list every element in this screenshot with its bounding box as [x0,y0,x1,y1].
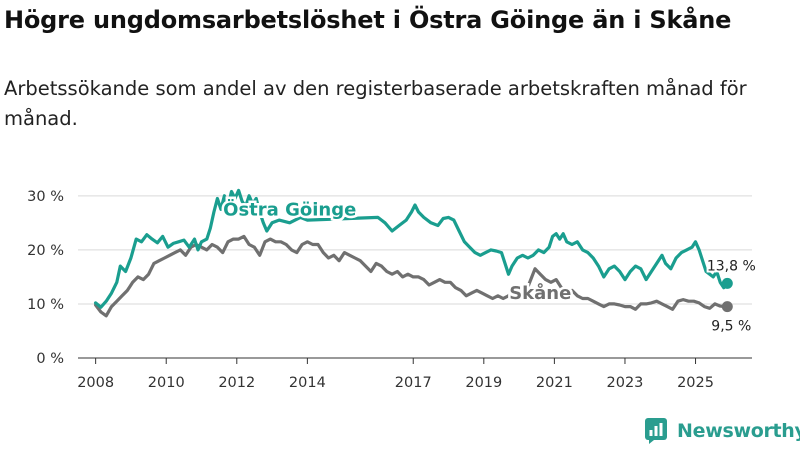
series-end-point [721,301,733,313]
x-tick-label: 2010 [148,375,185,391]
x-tick-label: 2008 [77,375,114,391]
series-label: Östra Göinge [223,198,356,220]
newsworthy-logo-icon [645,418,667,444]
y-tick-label: 10 % [27,297,64,313]
x-tick-label: 2023 [607,375,644,391]
series-label: Skåne [509,282,571,304]
series-line-skåne [94,234,729,318]
series-labels: Östra Göinge Skåne 13,8 % 9,5 % [221,196,758,337]
x-tick-label: 2019 [465,375,502,391]
brand-logo: Newsworthy [645,418,800,444]
chart-subtitle: Arbetssökande som andel av den registerb… [4,77,747,130]
x-tick-label: 2012 [218,375,255,391]
end-value-label: 9,5 % [711,319,751,335]
series-end-point [721,277,733,289]
y-tick-label: 0 % [36,351,64,367]
y-tick-label: 30 % [27,189,64,205]
y-tick-label: 20 % [27,243,64,259]
chart-title: Högre ungdomsarbetslöshet i Östra Göinge… [4,6,732,34]
x-tick-label: 2017 [395,375,432,391]
series-line-östra-göinge [94,188,729,309]
x-axis: 2008 2010 2012 2014 2017 2019 2021 2023 2025 [77,357,752,391]
series-lines [94,188,733,318]
x-tick-label: 2025 [677,375,714,391]
end-value-label: 13,8 % [707,258,756,274]
x-tick-label: 2014 [289,375,326,391]
brand-name: Newsworthy [677,420,800,442]
x-tick-label: 2021 [536,375,573,391]
